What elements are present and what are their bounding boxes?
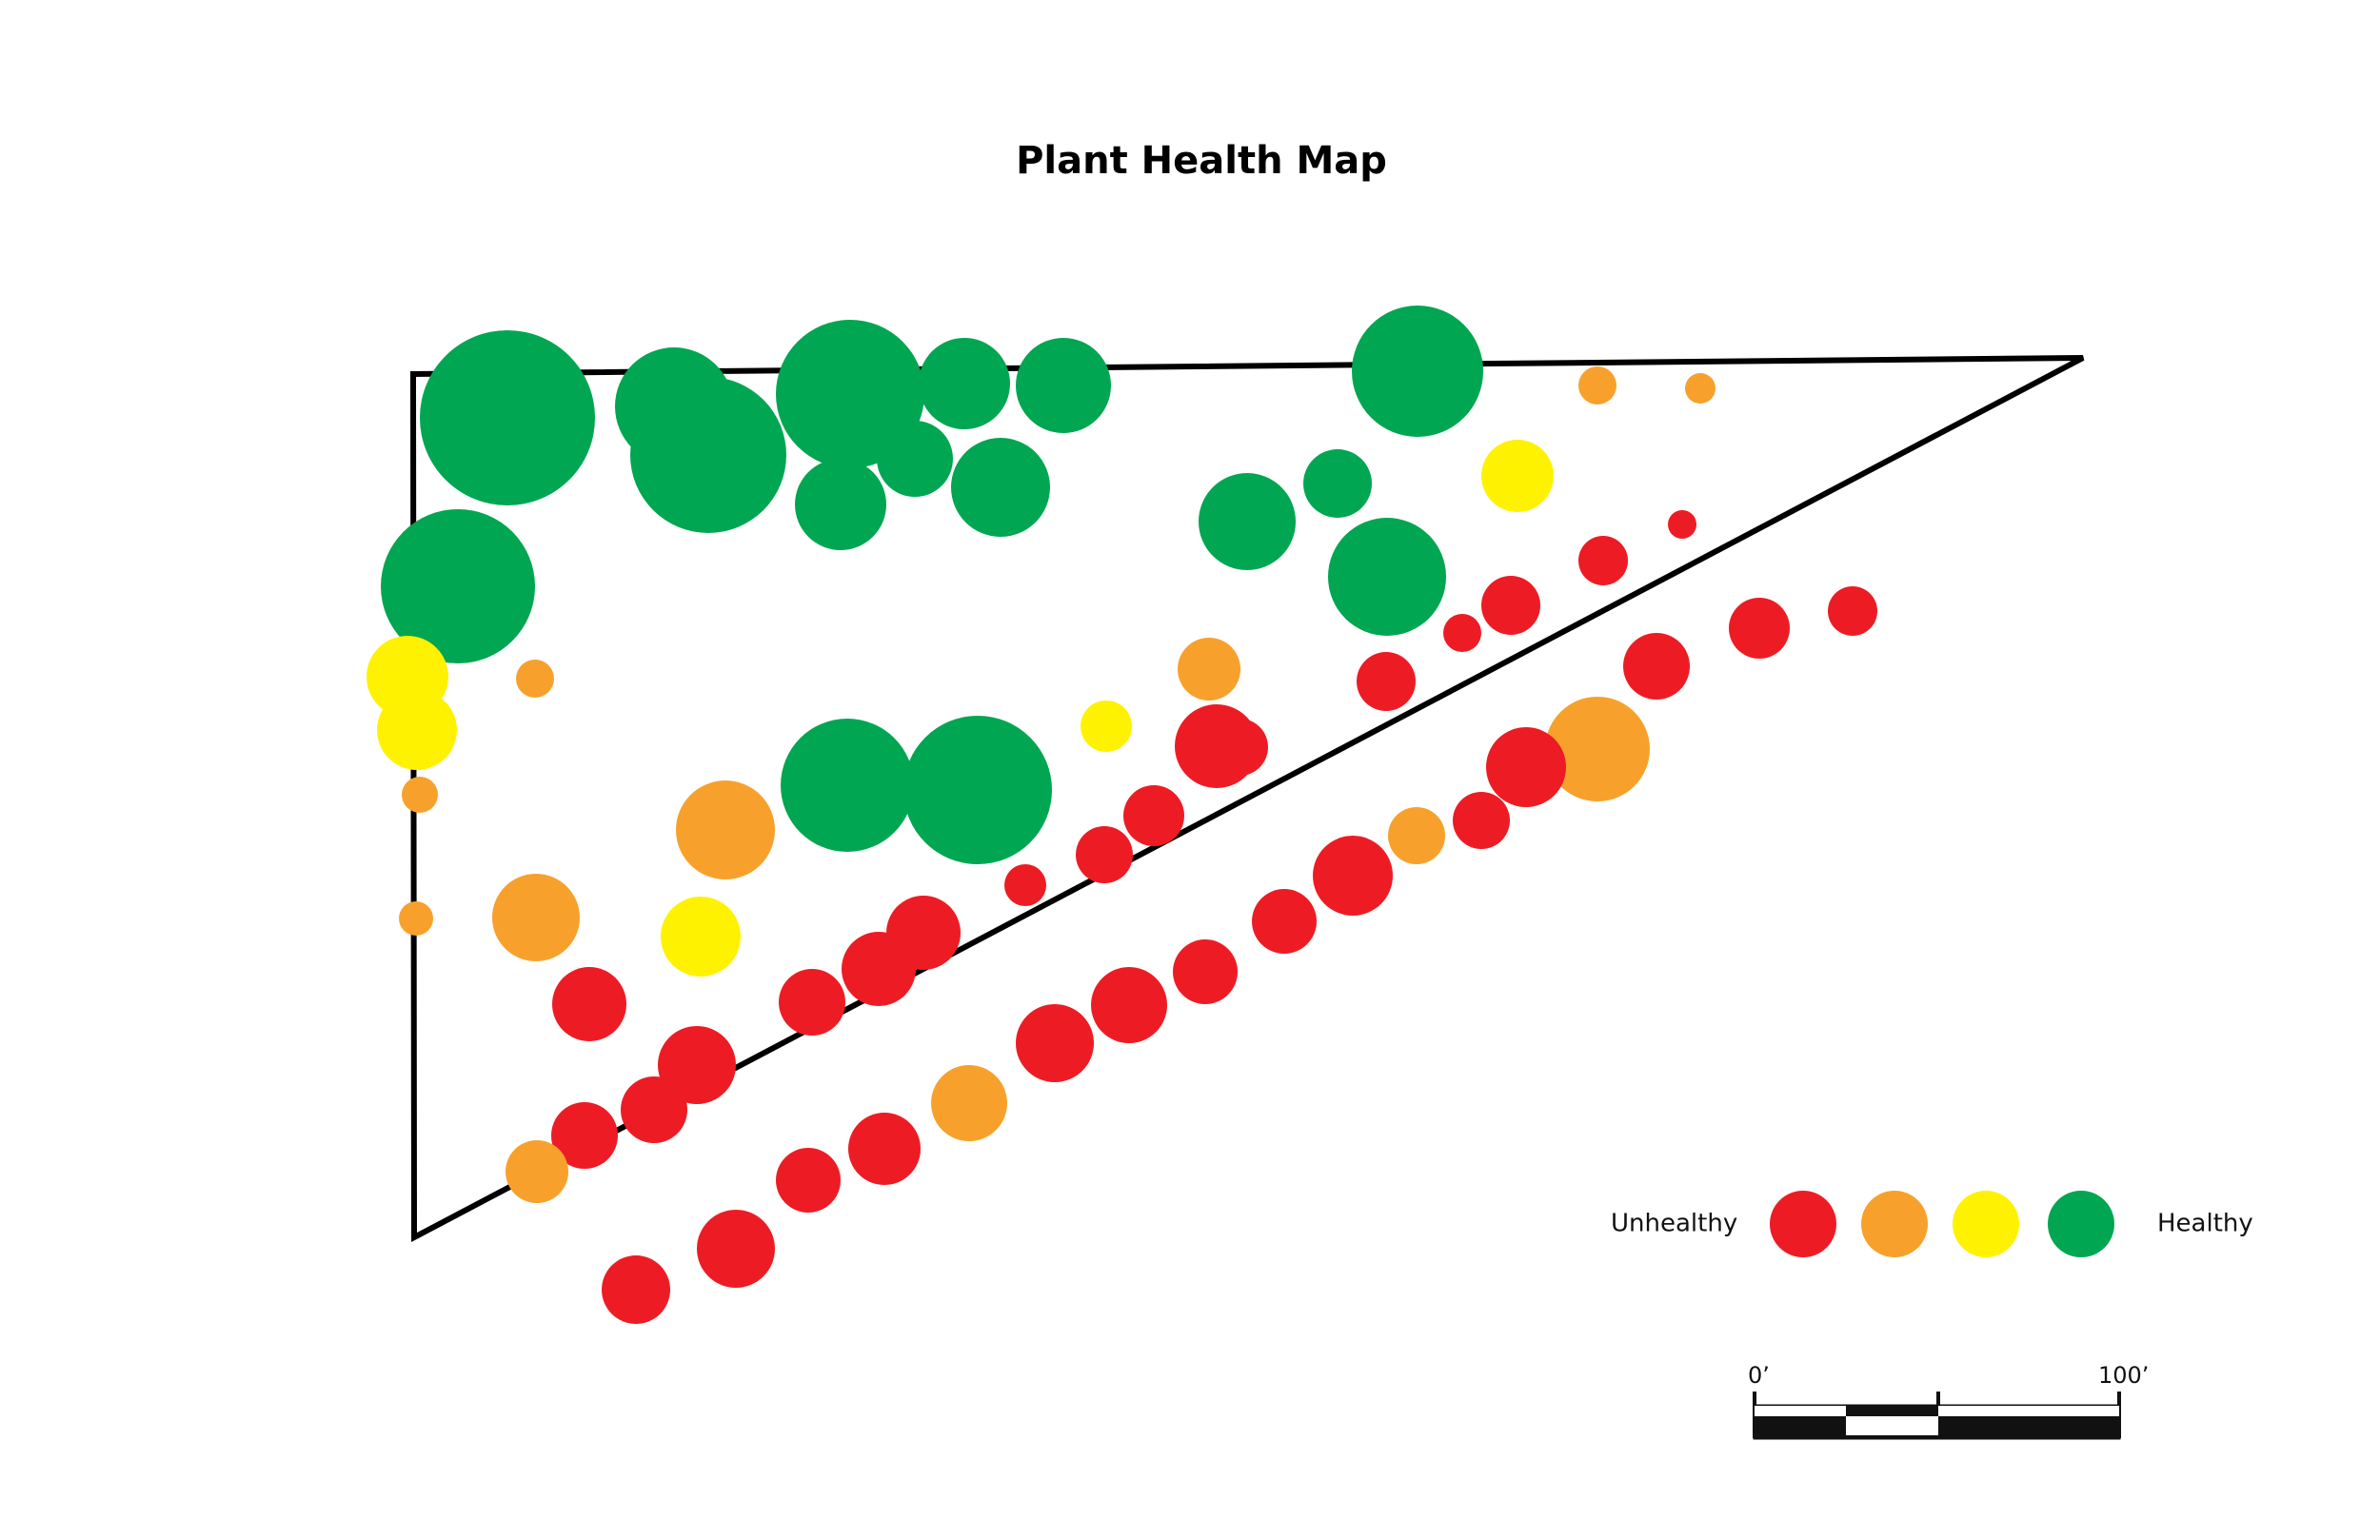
plant-marker-healthy [1199, 473, 1296, 570]
plant-marker-healthy [951, 438, 1050, 537]
plant-marker-unhealthy [1016, 1004, 1094, 1082]
plant-marker-unhealthy [1091, 967, 1167, 1043]
plant-marker-healthy [781, 719, 914, 852]
scale-end-label: 100’ [2098, 1362, 2149, 1389]
plant-marker-unhealthy [551, 1102, 618, 1169]
plant-marker-unhealthy [842, 932, 916, 1006]
plant-marker-unhealthy [1453, 792, 1510, 849]
legend-unhealthy-label: Unhealthy [1611, 1210, 1737, 1238]
plant-marker-unhealthy [1357, 652, 1416, 711]
plant-marker-unhealthy [1668, 510, 1696, 539]
plant-marker-unhealthy [1623, 633, 1690, 700]
plant-marker-unhealthy [1486, 727, 1566, 807]
plant-marker-fair [377, 690, 457, 770]
plant-marker-unhealthy [697, 1210, 775, 1288]
plant-marker-poor [516, 660, 554, 698]
plant-marker-unhealthy [1578, 536, 1628, 585]
plant-marker-healthy [420, 330, 595, 505]
map-title: Plant Health Map [1016, 139, 1387, 183]
plant-marker-poor [1178, 638, 1240, 701]
plant-marker-poor [676, 780, 775, 879]
plant-marker-unhealthy [1211, 719, 1268, 776]
plant-marker-healthy [776, 320, 924, 468]
plant-marker-healthy [1016, 338, 1111, 433]
plant-marker-fair [1081, 701, 1132, 752]
plant-marker-healthy [1352, 306, 1483, 437]
plant-marker-unhealthy [621, 1076, 687, 1143]
plant-marker-unhealthy [1173, 939, 1238, 1004]
legend-swatch-fair [1953, 1191, 2019, 1257]
plant-marker-poor [506, 1140, 568, 1203]
plant-marker-unhealthy [1828, 586, 1877, 636]
plant-marker-healthy [630, 377, 786, 533]
plant-marker-healthy [877, 421, 953, 497]
plant-marker-healthy [903, 716, 1052, 864]
plant-marker-unhealthy [1123, 785, 1184, 846]
plant-marker-healthy [381, 509, 535, 663]
plant-marker-healthy [1328, 518, 1446, 636]
plant-markers [367, 306, 1877, 1324]
plant-marker-poor [1578, 366, 1616, 405]
scale-bar: 0’ 100’ [1748, 1362, 2149, 1440]
legend-swatch-healthy [2048, 1191, 2114, 1257]
plant-marker-unhealthy [552, 967, 626, 1041]
plant-marker-healthy [1303, 449, 1372, 518]
plant-marker-unhealthy [602, 1255, 670, 1324]
legend-healthy-label: Healthy [2157, 1210, 2253, 1238]
legend: Unhealthy Healthy [1611, 1191, 2253, 1257]
plant-marker-poor [399, 901, 433, 936]
plant-marker-unhealthy [1313, 836, 1393, 916]
plant-marker-fair [661, 897, 741, 977]
plant-marker-unhealthy [848, 1113, 921, 1185]
scale-start-label: 0’ [1748, 1362, 1770, 1389]
plant-marker-unhealthy [1443, 614, 1481, 652]
plant-marker-unhealthy [1729, 598, 1790, 659]
plant-marker-unhealthy [658, 1026, 736, 1104]
plant-marker-unhealthy [776, 1148, 841, 1213]
plant-marker-healthy [919, 338, 1010, 429]
plant-marker-unhealthy [1076, 826, 1133, 883]
plant-marker-unhealthy [1004, 864, 1046, 906]
legend-swatch-unhealthy [1770, 1191, 1836, 1257]
legend-swatch-poor [1861, 1191, 1928, 1257]
plant-marker-poor [1388, 807, 1445, 864]
plant-marker-poor [1545, 697, 1650, 801]
plant-marker-poor [1685, 373, 1716, 404]
plant-marker-unhealthy [1481, 576, 1540, 635]
plant-marker-poor [931, 1065, 1007, 1141]
plant-marker-poor [492, 874, 580, 961]
plant-marker-healthy [795, 459, 886, 550]
plant-marker-poor [402, 777, 438, 813]
plant-marker-fair [1481, 440, 1554, 512]
plant-marker-unhealthy [779, 969, 845, 1036]
plant-marker-unhealthy [1252, 889, 1317, 954]
